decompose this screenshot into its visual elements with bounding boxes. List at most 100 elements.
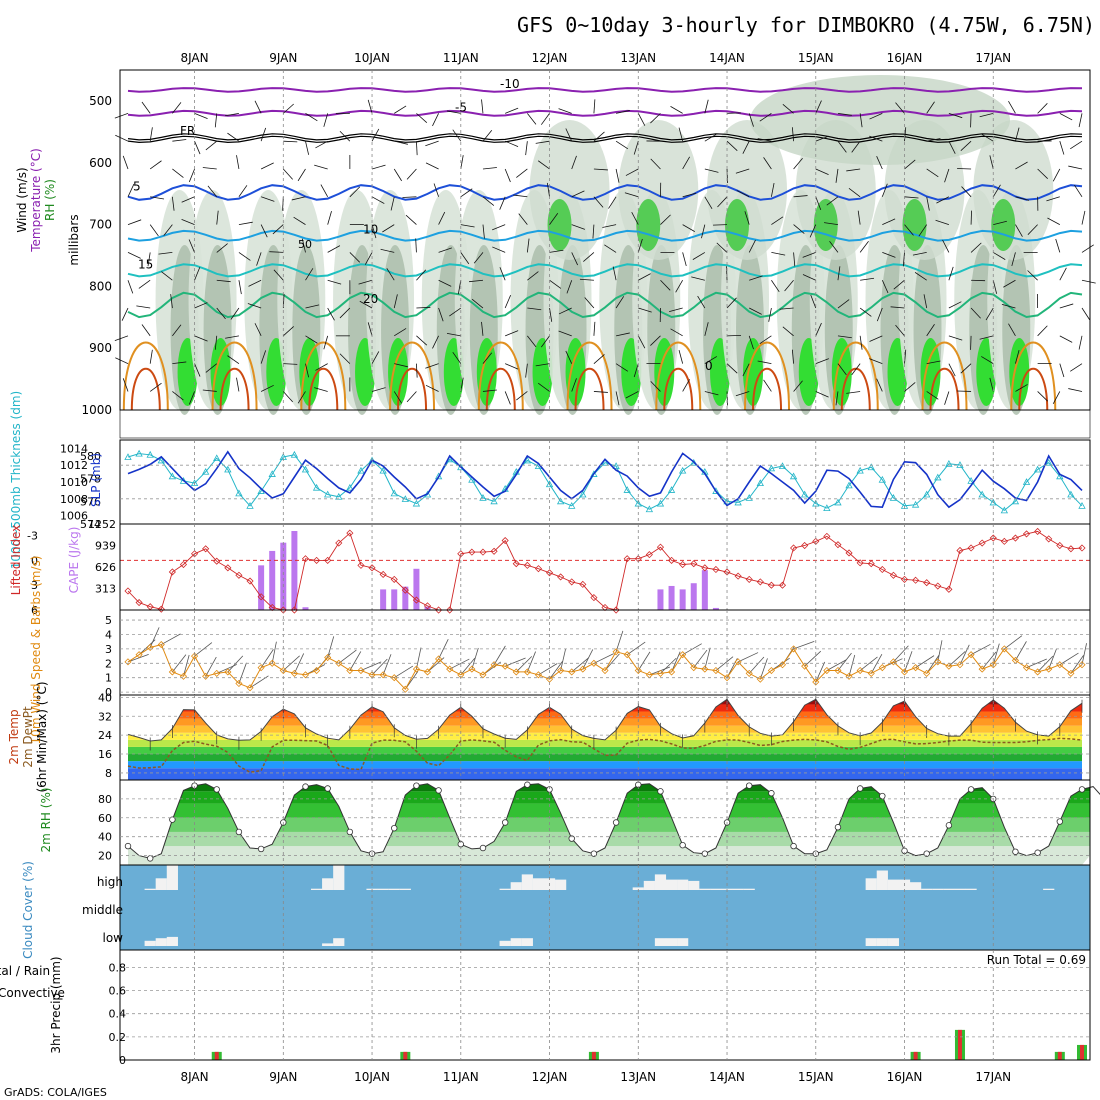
thickness-marker (568, 502, 576, 509)
wind-speed-marker (168, 668, 176, 676)
wind-barb (492, 246, 506, 253)
rh-shade-green (299, 338, 320, 406)
lifted-index-marker (468, 548, 476, 556)
wind-barb (837, 266, 841, 281)
wind-speed-marker (346, 666, 354, 675)
wind-barb (535, 363, 550, 367)
wind-barb (848, 654, 856, 677)
cloud-bar (499, 940, 511, 946)
thickness-marker (1067, 490, 1075, 498)
wind-barb (294, 653, 305, 674)
rh-shade-upper-green (813, 199, 838, 251)
wind-barb (1015, 350, 1020, 364)
wind-barb (615, 391, 620, 406)
lifted-index-marker (889, 571, 897, 579)
wind-barb (670, 106, 683, 114)
wind-barb (660, 279, 671, 291)
wind-barb (1037, 325, 1048, 337)
wind-barb (981, 651, 997, 670)
wind-barb (492, 224, 506, 231)
cape-bar (380, 589, 387, 610)
wind-barb (693, 649, 708, 668)
wind-barb (194, 141, 201, 155)
wind-barb (826, 659, 847, 671)
wind-barb (272, 224, 284, 235)
cloud-bar (677, 879, 689, 890)
temp-tick-label: 8 (105, 767, 112, 780)
wind-barb (207, 185, 218, 198)
lifted-index-marker (778, 581, 787, 589)
wind-barb (482, 130, 493, 142)
wind-barb (869, 135, 883, 142)
wind-barb (759, 658, 768, 680)
wind-barb (202, 167, 217, 170)
wind-barb (757, 360, 772, 365)
thickness-marker (712, 487, 720, 494)
temp-band (128, 699, 1082, 705)
wind-barb (742, 140, 750, 154)
wind-barb (670, 328, 683, 337)
wind-barb (802, 252, 816, 258)
wind-barb (881, 183, 888, 197)
wind-barb (260, 127, 267, 142)
lifted-index-marker (324, 556, 332, 564)
precip-convective-bar (1080, 1044, 1084, 1060)
rh-marker (391, 824, 398, 832)
lifted-index-marker (801, 541, 809, 550)
thickness-marker (1045, 458, 1053, 466)
wind-barb (390, 196, 395, 211)
wind-barb (283, 326, 294, 337)
wind-barb (515, 656, 533, 673)
thickness-marker (856, 466, 864, 474)
day-label-top: 12JAN (532, 51, 568, 65)
wind-barb (305, 141, 310, 155)
wind-barb (615, 140, 629, 150)
thickness-marker (1033, 465, 1042, 473)
wind-barb (305, 335, 318, 344)
wind-barb (170, 294, 173, 309)
day-label-top: 14JAN (709, 51, 745, 65)
wind-speed-marker (845, 672, 853, 680)
wind-speed-marker (246, 684, 254, 692)
rh-shade-upper-green (547, 199, 572, 251)
wind-barb (992, 643, 1000, 665)
lifted-index-marker (512, 560, 520, 568)
wind-barb (992, 184, 1001, 197)
precip-tick-label: 0.8 (109, 961, 127, 974)
rh-fill-group (128, 783, 1090, 865)
wind-barb (438, 639, 449, 660)
lifted-index-marker (168, 568, 176, 576)
cloud-bar (521, 874, 533, 890)
wind-speed-marker (534, 671, 543, 679)
cloud-bar (865, 938, 877, 946)
wind-barb (726, 363, 738, 374)
wind-barb (804, 650, 822, 667)
wind-barb (115, 134, 129, 142)
wind-barb (1048, 648, 1057, 670)
wind-barb (481, 321, 484, 336)
wind-barb (626, 641, 646, 655)
thickness-marker (745, 494, 753, 501)
thickness-marker (667, 486, 676, 493)
slp-tick-label: 1006 (60, 510, 88, 523)
wind-tick-label: 3 (105, 643, 112, 656)
isotherm-25-loop (566, 341, 613, 411)
cloud-bar (144, 888, 156, 890)
thickness-marker (878, 475, 886, 483)
cloud-bar (699, 888, 711, 890)
wind-barb (327, 245, 341, 253)
lifted-index-marker (490, 547, 498, 555)
cloud-bar (510, 938, 522, 946)
wind-barb (1015, 127, 1020, 142)
wind-barb (948, 266, 954, 281)
wind-speed-marker (790, 645, 798, 653)
wind-barb (305, 113, 318, 122)
lifted-index-marker (912, 576, 920, 584)
wind-speed-marker (823, 666, 831, 675)
wind-speed-marker (590, 659, 598, 667)
day-label-top: 16JAN (887, 51, 923, 65)
wind-tick-label: 1 (105, 672, 112, 685)
wind-barb (527, 271, 539, 281)
rh-marker (879, 792, 886, 800)
cloud-bar (732, 888, 744, 890)
